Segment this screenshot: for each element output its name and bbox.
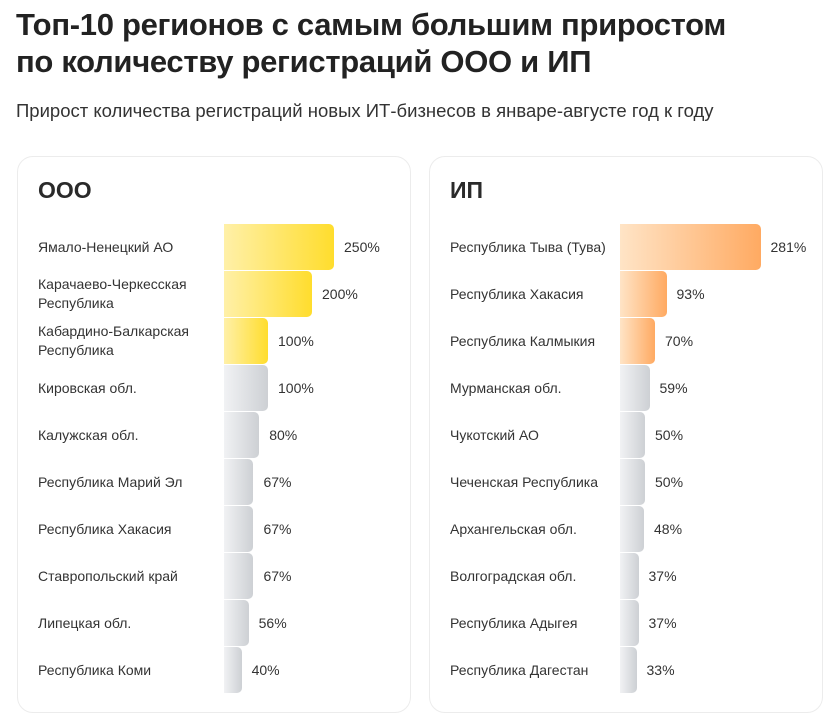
chart-title-ip: ИП (450, 177, 484, 203)
bar (224, 224, 334, 270)
chart-card-ip: ИП Республика Тыва (Тува) 281% Республика … (429, 156, 823, 713)
category-label: Республика Калмыкия (450, 332, 596, 349)
bar-row-ooo: Республика Марий Эл 67% (18, 459, 410, 505)
bar-row-ooo: Липецкая обл. 56% (18, 600, 410, 646)
bar (620, 506, 644, 552)
bar-row-ooo: Калужская обл. 80% (18, 412, 410, 458)
category-label: Чеченская Республика (450, 473, 598, 490)
value-label: 37% (648, 568, 677, 584)
bar (224, 506, 254, 552)
bar-row-ooo: Кировская обл. 100% (18, 365, 410, 411)
bar (224, 271, 312, 317)
title-line-2: по количеству регистраций ООО и ИП (16, 44, 592, 79)
bar (620, 459, 645, 505)
bar-row-ip: Республика Калмыкия 70% (430, 318, 822, 364)
category-label: Мурманская обл. (450, 379, 562, 396)
bar (224, 647, 242, 693)
chart-title-ooo: ООО (38, 177, 92, 203)
bar-row-ip: Республика Дагестан 33% (430, 647, 822, 693)
category-label: Республика Хакасия (450, 285, 584, 302)
bar (620, 224, 761, 270)
bar (224, 365, 268, 411)
bar-row-ooo: Карачаево-Черкесская Республика 200% (18, 271, 410, 317)
bar-row-ooo: Республика Хакасия 67% (18, 506, 410, 552)
title-line-1: Топ-10 регионов с самым большим приросто… (16, 7, 726, 42)
bar-row-ip: Архангельская обл. 48% (430, 506, 822, 552)
subtitle: Прирост количества регистраций новых ИТ-… (16, 100, 714, 121)
bar (224, 553, 254, 599)
value-label: 250% (344, 239, 380, 255)
category-label: Липецкая обл. (38, 614, 132, 631)
value-label: 59% (659, 380, 688, 396)
bar-row-ooo: Кабардино-Балкарская Республика 100% (18, 318, 410, 364)
value-label: 80% (269, 427, 298, 443)
value-label: 50% (655, 474, 684, 490)
value-label: 56% (258, 615, 287, 631)
bar (224, 318, 268, 364)
category-label: Архангельская обл. (450, 520, 577, 537)
bar-row-ip: Республика Тыва (Тува) 281% (430, 224, 822, 270)
category-label: Волгоградская обл. (450, 567, 577, 584)
value-label: 100% (278, 333, 314, 349)
bar-row-ip: Волгоградская обл. 37% (430, 553, 822, 599)
value-label: 67% (263, 521, 292, 537)
value-label: 67% (263, 474, 292, 490)
bar (620, 553, 639, 599)
value-label: 100% (278, 380, 314, 396)
bar (620, 365, 650, 411)
category-label: Кировская обл. (38, 379, 137, 396)
bar-row-ooo: Ямало-Ненецкий АО 250% (18, 224, 410, 270)
value-label: 37% (648, 615, 677, 631)
category-label: Республика Дагестан (450, 661, 589, 678)
bar-row-ip: Республика Адыгея 37% (430, 600, 822, 646)
category-label: Республика Хакасия (38, 520, 172, 537)
bar (620, 318, 655, 364)
value-label: 93% (676, 286, 705, 302)
bar-row-ip: Мурманская обл. 59% (430, 365, 822, 411)
bar-row-ooo: Ставропольский край 67% (18, 553, 410, 599)
value-label: 281% (770, 239, 807, 255)
page-title: Топ-10 регионов с самым большим приросто… (16, 6, 726, 80)
bar-row-ip: Республика Хакасия 93% (430, 271, 822, 317)
chart-card-ooo: ООО Ямало-Ненецкий АО 250% Карачаево-Черке… (17, 156, 411, 713)
value-label: 50% (655, 427, 684, 443)
value-label: 67% (263, 568, 292, 584)
category-label: Кабардино-Балкарская Республика (38, 323, 190, 358)
bar (224, 412, 260, 458)
category-label: Ямало-Ненецкий АО (38, 238, 174, 255)
value-label: 48% (654, 521, 683, 537)
bar (620, 271, 667, 317)
category-label: Калужская обл. (38, 426, 139, 443)
category-label: Карачаево-Черкесская Республика (38, 276, 187, 311)
value-label: 200% (322, 286, 358, 302)
category-label: Республика Тыва (Тува) (450, 238, 606, 255)
bar-row-ooo: Республика Коми 40% (18, 647, 410, 693)
category-label: Чукотский АО (450, 426, 539, 443)
value-label: 40% (251, 662, 280, 678)
category-label: Республика Марий Эл (38, 473, 183, 490)
bar (620, 647, 637, 693)
bar-row-ip: Чукотский АО 50% (430, 412, 822, 458)
value-label: 33% (646, 662, 675, 678)
category-label: Республика Коми (38, 661, 152, 678)
bar (224, 459, 254, 505)
category-label: Ставропольский край (38, 567, 178, 584)
bar (620, 600, 639, 646)
value-label: 70% (665, 333, 694, 349)
bar-row-ip: Чеченская Республика 50% (430, 459, 822, 505)
category-label: Республика Адыгея (450, 614, 578, 631)
bar (224, 600, 249, 646)
bar (620, 412, 645, 458)
